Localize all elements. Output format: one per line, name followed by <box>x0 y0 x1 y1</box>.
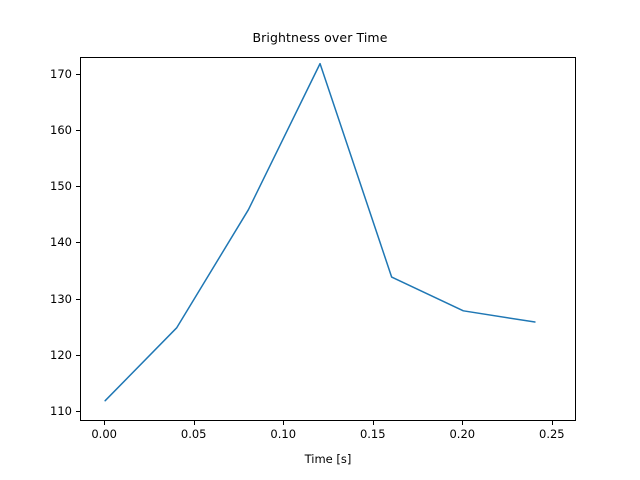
y-tick-label: 150 <box>50 179 72 194</box>
x-tick-label: 0.10 <box>270 427 297 441</box>
x-tick-mark <box>372 421 374 425</box>
y-tick-mark <box>76 298 80 300</box>
y-tick-mark <box>76 242 80 244</box>
y-tick-label: 120 <box>50 347 72 362</box>
x-tick-mark <box>104 421 106 425</box>
x-tick-mark <box>193 421 195 425</box>
x-tick-label: 0.00 <box>91 427 117 441</box>
x-tick-mark <box>462 421 464 425</box>
y-tick-label: 110 <box>50 403 72 418</box>
y-tick-mark <box>76 410 80 412</box>
y-tick-mark <box>76 130 80 132</box>
chart-title: Brightness over Time <box>252 30 388 45</box>
y-tick-mark <box>76 186 80 188</box>
x-tick-label: 0.25 <box>539 427 565 441</box>
y-tick-label: 160 <box>50 123 72 138</box>
x-tick-label: 0.05 <box>180 427 207 441</box>
y-axis-label: Brightness <box>10 0 32 57</box>
x-tick-mark <box>283 421 285 425</box>
y-tick-mark <box>76 354 80 356</box>
y-tick-label: 130 <box>50 291 72 306</box>
y-tick-mark <box>76 73 80 75</box>
plot-area <box>80 57 576 421</box>
x-tick-mark <box>551 421 553 425</box>
y-tick-label: 170 <box>50 66 72 81</box>
data-line-svg <box>104 62 536 402</box>
x-tick-label: 0.15 <box>359 427 386 441</box>
series-line-brightness <box>104 62 536 402</box>
x-tick-label: 0.20 <box>449 427 476 441</box>
x-axis-label: Time [s] <box>304 452 352 466</box>
y-tick-label: 140 <box>50 235 72 250</box>
